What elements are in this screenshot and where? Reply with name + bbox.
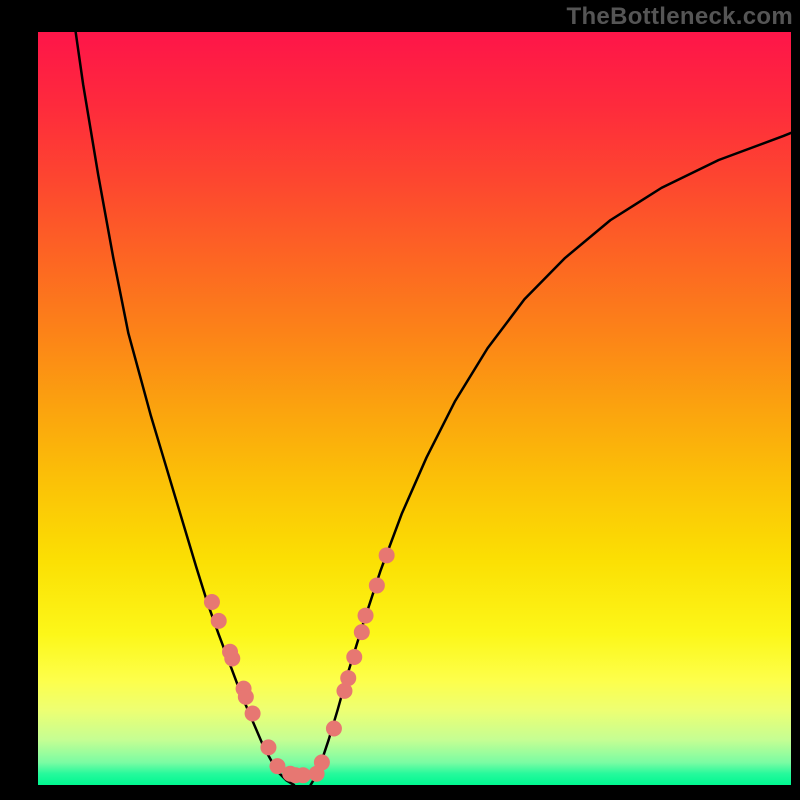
data-point-marker [260,739,276,755]
data-point-marker [340,670,356,686]
data-point-marker [354,624,370,640]
data-point-marker [245,705,261,721]
data-point-marker [204,594,220,610]
chart-curve-right-branch [311,133,791,785]
data-point-marker [379,547,395,563]
data-point-marker [326,721,342,737]
watermark-text: TheBottleneck.com [567,3,793,31]
data-point-marker [224,651,240,667]
data-point-marker [211,613,227,629]
data-point-marker [346,649,362,665]
data-point-marker [369,577,385,593]
data-point-marker [358,608,374,624]
data-point-marker [238,689,254,705]
chart-svg-layer [0,0,800,800]
data-point-marker [295,767,311,783]
data-point-marker [314,754,330,770]
chart-container: TheBottleneck.com [0,0,800,800]
chart-curve-left-branch [76,32,294,785]
